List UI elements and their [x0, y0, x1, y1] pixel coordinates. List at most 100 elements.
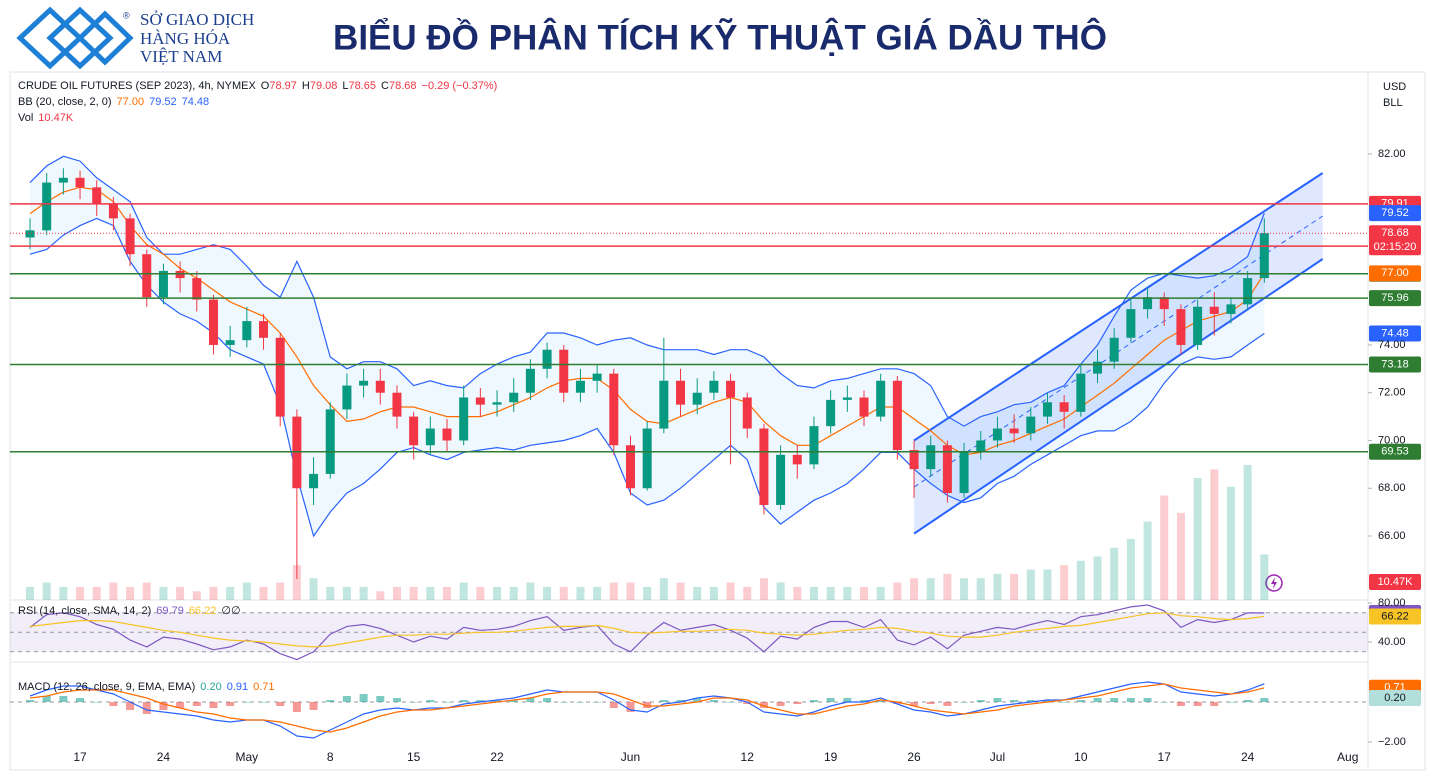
- histogram-bar: [1226, 702, 1235, 703]
- x-tick-label: Aug: [1337, 750, 1358, 764]
- histogram-bar: [309, 702, 318, 710]
- series-line: [29, 681, 1265, 739]
- candle-body: [642, 428, 652, 489]
- volume-bar: [893, 582, 902, 600]
- axis-label-bg: [1369, 265, 1421, 282]
- histogram-bar: [1260, 698, 1269, 702]
- series-line: [29, 155, 1265, 427]
- candle-body: [876, 380, 886, 417]
- volume-bar: [159, 586, 168, 600]
- candle-body: [92, 187, 102, 205]
- histogram-bar: [626, 702, 635, 712]
- legend-item: 0.20: [200, 681, 221, 693]
- histogram-bar: [676, 700, 685, 702]
- histogram-bar: [1176, 702, 1185, 706]
- y-tick-label: 72.00: [1378, 387, 1406, 399]
- candle-body: [992, 428, 1002, 441]
- candle-body: [592, 373, 602, 381]
- histogram-bar: [826, 698, 835, 702]
- legend-item: CRUDE OIL FUTURES (SEP 2023), 4h, NYMEX: [18, 80, 256, 92]
- x-tick-label: 8: [327, 750, 334, 764]
- histogram-bar: [292, 702, 301, 712]
- volume-bar: [1160, 495, 1169, 600]
- volume-bar: [26, 586, 34, 600]
- y-tick-label: 82.00: [1378, 148, 1406, 160]
- x-tick-label: Jun: [621, 750, 640, 764]
- histogram-bar: [1093, 698, 1102, 702]
- histogram-bar: [860, 700, 868, 702]
- legend-item: 78.97: [269, 80, 297, 92]
- x-tick-label: 24: [1241, 750, 1255, 764]
- axis-label: 10.47K: [1378, 576, 1414, 588]
- volume-bar: [976, 578, 985, 600]
- axis-label-bg: [1369, 290, 1421, 307]
- volume-bar: [359, 586, 368, 600]
- legend-item: 0.71: [253, 681, 274, 693]
- candle-body: [492, 402, 502, 405]
- volume-bar: [809, 586, 818, 600]
- x-tick-label: 24: [157, 750, 171, 764]
- histogram-bar: [42, 696, 51, 702]
- axis-label-bg: [1369, 443, 1421, 460]
- candle-body: [525, 368, 535, 393]
- series-line: [29, 217, 1265, 538]
- histogram-bar: [359, 694, 368, 702]
- volume-bar: [759, 578, 768, 600]
- candle-body: [1176, 309, 1186, 345]
- volume-bar: [910, 578, 919, 600]
- candle-body: [742, 397, 752, 429]
- candle-body: [375, 380, 385, 393]
- volume-bar: [42, 582, 51, 600]
- countdown: 02:15:20: [1374, 241, 1417, 253]
- candle-body: [158, 270, 168, 298]
- histogram-bar: [943, 702, 952, 706]
- logo-text: SỞ GIAO DỊCH: [140, 10, 254, 29]
- candle-body: [776, 454, 786, 505]
- channel-lower: [913, 258, 1324, 535]
- candle-body: [509, 392, 519, 403]
- histogram-bar: [1076, 700, 1085, 702]
- axis-label: 79.52: [1381, 207, 1409, 219]
- currency: USD: [1383, 81, 1406, 93]
- legend-item: 79.52: [149, 96, 177, 108]
- candle-body: [58, 177, 68, 183]
- volume-bar: [76, 586, 85, 600]
- axis-label-bg: [1369, 574, 1421, 590]
- histogram-bar: [59, 696, 68, 702]
- legend-item: 79.08: [310, 80, 338, 92]
- histogram-bar: [576, 702, 585, 703]
- histogram-bar: [259, 702, 268, 703]
- histogram-bar: [659, 700, 668, 702]
- volume-bar: [176, 586, 185, 600]
- histogram-bar: [759, 702, 768, 708]
- candle-body: [659, 380, 669, 429]
- volume-bar: [1243, 465, 1252, 600]
- axis-label: 75.96: [1381, 292, 1409, 304]
- histogram-bar: [192, 702, 201, 706]
- candle-body: [42, 182, 52, 231]
- volume-bar: [109, 582, 118, 600]
- legend-item: Vol: [18, 112, 33, 124]
- candle-body: [926, 445, 936, 470]
- volume-bar: [726, 582, 735, 600]
- volume-bar: [609, 582, 618, 600]
- candle-body: [542, 349, 552, 369]
- histogram-bar: [559, 702, 568, 703]
- axis-label-bg: [1369, 225, 1421, 256]
- candle-body: [1193, 306, 1203, 345]
- candle-body: [108, 204, 118, 219]
- volume-bar: [659, 578, 668, 600]
- unit: BLL: [1383, 97, 1403, 109]
- histogram-bar: [159, 702, 168, 710]
- histogram-bar: [609, 702, 618, 708]
- legend-item: 0.91: [227, 681, 248, 693]
- histogram-bar: [109, 702, 118, 706]
- histogram-bar: [526, 698, 535, 702]
- axis-label: 78.68: [1381, 227, 1409, 239]
- volume-bar: [1076, 560, 1085, 600]
- volume-bar: [876, 586, 885, 600]
- logo-mark: ®: [123, 10, 130, 20]
- y-tick-label: 74.00: [1378, 339, 1406, 351]
- volume-bar: [826, 586, 835, 600]
- candle-body: [125, 218, 135, 255]
